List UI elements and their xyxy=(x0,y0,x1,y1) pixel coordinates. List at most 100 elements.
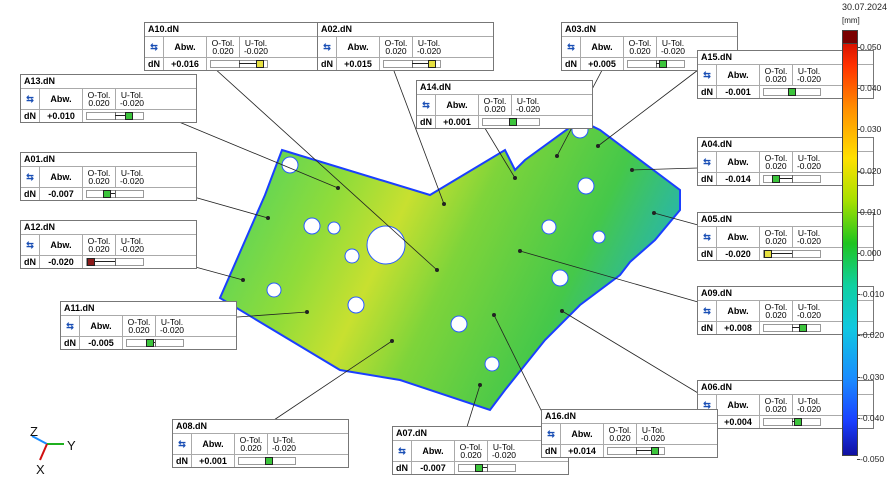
deviation-value: -0.001 xyxy=(717,86,760,98)
part-surface xyxy=(218,118,681,412)
callout-title: A07.dN xyxy=(393,427,568,441)
scale-tick-label: 0.040 xyxy=(860,83,882,94)
u-tol-cell: U-Tol. -0.020 xyxy=(116,167,148,187)
o-tol-label: O-Tol. xyxy=(239,434,263,445)
axis-y-label: Y xyxy=(67,438,76,453)
scale-tick-label: -0.030 xyxy=(860,371,885,382)
callout-a12-dn[interactable]: A12.dN ⇆ Abw. O-Tol. 0.020 U-Tol. -0.020 dN -0.0… xyxy=(20,220,197,269)
u-tol-cell: U-Tol. -0.020 xyxy=(793,227,825,247)
deviation-value: -0.007 xyxy=(412,462,455,474)
deviation-value: +0.016 xyxy=(164,58,207,70)
callout-title: A15.dN xyxy=(698,51,873,65)
o-tol-value: 0.020 xyxy=(460,450,482,460)
deviation-value: -0.020 xyxy=(717,248,760,260)
arrows-icon: ⇆ xyxy=(698,395,717,415)
u-tol-value: -0.020 xyxy=(491,450,517,460)
scale-tick-mark xyxy=(857,294,860,296)
o-tol-cell: O-Tol. 0.020 xyxy=(83,167,116,187)
abw-label: Abw. xyxy=(581,37,624,57)
o-tol-label: O-Tol. xyxy=(384,37,408,48)
u-tol-label: U-Tol. xyxy=(120,167,144,178)
o-tol-label: O-Tol. xyxy=(764,227,788,238)
arrows-icon: ⇆ xyxy=(698,227,717,247)
o-tol-cell: O-Tol. 0.020 xyxy=(760,65,793,85)
arrows-icon: ⇆ xyxy=(318,37,337,57)
u-tol-label: U-Tol. xyxy=(120,235,144,246)
dn-label: dN xyxy=(145,58,164,70)
tolerance-bar xyxy=(760,322,824,334)
callout-a01-dn[interactable]: A01.dN ⇆ Abw. O-Tol. 0.020 U-Tol. -0.020 dN -0.0… xyxy=(20,152,197,201)
o-tol-value: 0.020 xyxy=(128,325,150,335)
callout-a07-dn[interactable]: A07.dN ⇆ Abw. O-Tol. 0.020 U-Tol. -0.020 dN -0.0… xyxy=(392,426,569,475)
callout-a04-dn[interactable]: A04.dN ⇆ Abw. O-Tol. 0.020 U-Tol. -0.020 dN -0.0… xyxy=(697,137,874,186)
callout-a14-dn[interactable]: A14.dN ⇆ Abw. O-Tol. 0.020 U-Tol. -0.020 dN +0.0… xyxy=(416,80,593,129)
tolerance-bar xyxy=(760,86,824,98)
callout-title: A14.dN xyxy=(417,81,592,95)
callout-a13-dn[interactable]: A13.dN ⇆ Abw. O-Tol. 0.020 U-Tol. -0.020 dN +0.0… xyxy=(20,74,197,123)
u-tol-label: U-Tol. xyxy=(661,37,685,48)
u-tol-cell: U-Tol. -0.020 xyxy=(240,37,272,57)
callout-a11-dn[interactable]: A11.dN ⇆ Abw. O-Tol. 0.020 U-Tol. -0.020 dN -0.0… xyxy=(60,301,237,350)
deviation-value: +0.001 xyxy=(436,116,479,128)
scale-tick-label: 0.000 xyxy=(860,248,882,258)
dn-label: dN xyxy=(698,248,717,260)
o-tol-cell: O-Tol. 0.020 xyxy=(760,395,793,415)
scale-tick-mark xyxy=(857,253,860,254)
o-tol-cell: O-Tol. 0.020 xyxy=(604,424,637,444)
deviation-value: -0.005 xyxy=(80,337,123,349)
abw-label: Abw. xyxy=(412,441,455,461)
measure-points xyxy=(241,144,656,387)
abw-label: Abw. xyxy=(717,227,760,247)
part-holes xyxy=(266,121,606,372)
callout-a08-dn[interactable]: A08.dN ⇆ Abw. O-Tol. 0.020 U-Tol. -0.020 dN +0.0… xyxy=(172,419,349,468)
abw-label: Abw. xyxy=(717,395,760,415)
o-tol-label: O-Tol. xyxy=(764,301,788,312)
o-tol-label: O-Tol. xyxy=(608,424,632,435)
u-tol-value: -0.020 xyxy=(796,161,822,171)
tolerance-bar xyxy=(207,58,271,70)
u-tol-value: -0.020 xyxy=(119,176,145,186)
tolerance-bar xyxy=(624,58,688,70)
scale-tick-label: 0.030 xyxy=(860,124,882,135)
u-tol-value: -0.020 xyxy=(416,46,442,56)
callout-title: A06.dN xyxy=(698,381,873,395)
scale-tick-mark xyxy=(857,47,860,48)
scale-tick-mark xyxy=(857,129,860,131)
color-scale xyxy=(842,30,858,456)
o-tol-value: 0.020 xyxy=(765,404,787,414)
o-tol-cell: O-Tol. 0.020 xyxy=(207,37,240,57)
scale-tick-label: 0.020 xyxy=(860,165,882,176)
axis-triad: Z Y X xyxy=(22,420,92,477)
scale-tick-label: 0.010 xyxy=(860,206,882,217)
callout-a16-dn[interactable]: A16.dN ⇆ Abw. O-Tol. 0.020 U-Tol. -0.020 dN +0.0… xyxy=(541,409,718,458)
scale-tick-label: 0.050 xyxy=(860,42,882,52)
scale-tick-label: -0.050 xyxy=(860,454,885,464)
o-tol-label: O-Tol. xyxy=(127,316,151,327)
u-tol-label: U-Tol. xyxy=(120,89,144,100)
dn-label: dN xyxy=(698,86,717,98)
o-tol-cell: O-Tol. 0.020 xyxy=(760,301,793,321)
u-tol-cell: U-Tol. -0.020 xyxy=(793,301,825,321)
o-tol-value: 0.020 xyxy=(765,74,787,84)
o-tol-value: 0.020 xyxy=(212,46,234,56)
callout-title: A12.dN xyxy=(21,221,196,235)
abw-label: Abw. xyxy=(436,95,479,115)
u-tol-value: -0.020 xyxy=(796,74,822,84)
o-tol-label: O-Tol. xyxy=(764,65,788,76)
u-tol-cell: U-Tol. -0.020 xyxy=(488,441,520,461)
callout-a02-dn[interactable]: A02.dN ⇆ Abw. O-Tol. 0.020 U-Tol. -0.020 dN +0.0… xyxy=(317,22,494,71)
callout-a10-dn[interactable]: A10.dN ⇆ Abw. O-Tol. 0.020 U-Tol. -0.020 dN +0.0… xyxy=(144,22,321,71)
tolerance-bar xyxy=(479,116,543,128)
u-tol-label: U-Tol. xyxy=(492,441,516,452)
scale-unit: [mm] xyxy=(842,16,860,25)
scale-tick-mark xyxy=(857,335,860,337)
u-tol-value: -0.020 xyxy=(271,443,297,453)
dn-label: dN xyxy=(21,188,40,200)
u-tol-cell: U-Tol. -0.020 xyxy=(268,434,300,454)
o-tol-value: 0.020 xyxy=(609,433,631,443)
dn-label: dN xyxy=(21,110,40,122)
o-tol-label: O-Tol. xyxy=(483,95,507,106)
u-tol-label: U-Tol. xyxy=(160,316,184,327)
u-tol-value: -0.020 xyxy=(796,310,822,320)
o-tol-label: O-Tol. xyxy=(628,37,652,48)
